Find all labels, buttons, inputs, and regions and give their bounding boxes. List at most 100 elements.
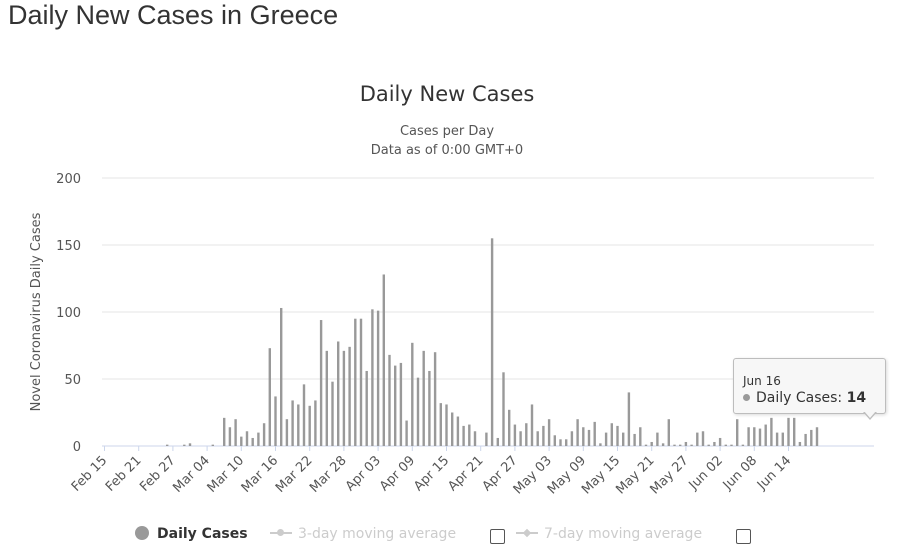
bar[interactable] — [730, 444, 733, 446]
bar[interactable] — [696, 432, 699, 446]
bar[interactable] — [793, 417, 796, 446]
bar[interactable] — [587, 429, 591, 446]
bar[interactable] — [610, 423, 613, 446]
bar[interactable] — [758, 428, 762, 446]
bar[interactable] — [268, 348, 271, 446]
bar[interactable] — [422, 350, 425, 446]
bar[interactable] — [542, 425, 545, 446]
bar[interactable] — [736, 419, 739, 446]
bar[interactable] — [804, 433, 807, 446]
bar[interactable] — [280, 307, 283, 446]
bar[interactable] — [394, 365, 397, 446]
bar[interactable] — [451, 412, 454, 447]
bar[interactable] — [274, 396, 277, 446]
bar[interactable] — [166, 444, 169, 446]
bar[interactable] — [331, 381, 334, 446]
bar[interactable] — [319, 320, 323, 446]
legend-item-3-day-average[interactable]: 3-day moving average — [270, 526, 456, 542]
bar[interactable] — [775, 432, 779, 446]
bar[interactable] — [559, 439, 562, 446]
bar[interactable] — [547, 419, 551, 446]
bar[interactable] — [399, 362, 403, 446]
bar[interactable] — [627, 392, 631, 446]
checkbox-3-day-average[interactable] — [490, 529, 505, 544]
bar[interactable] — [240, 436, 243, 446]
bar[interactable] — [667, 419, 670, 446]
bar[interactable] — [302, 384, 306, 446]
bar[interactable] — [810, 429, 813, 446]
bar[interactable] — [485, 432, 488, 446]
bar[interactable] — [525, 423, 528, 446]
bar[interactable] — [513, 424, 517, 446]
bar[interactable] — [576, 419, 579, 446]
checkbox-7-day-average[interactable] — [736, 529, 751, 544]
bar[interactable] — [228, 427, 232, 446]
bar[interactable] — [764, 424, 767, 446]
bar[interactable] — [604, 432, 608, 446]
bar[interactable] — [582, 427, 585, 446]
bar[interactable] — [365, 370, 368, 446]
bar[interactable] — [593, 421, 596, 446]
bar[interactable] — [724, 444, 727, 446]
bar[interactable] — [673, 444, 676, 446]
bar[interactable] — [473, 431, 477, 446]
legend-item-7-day-average[interactable]: 7-day moving average — [516, 526, 702, 542]
bar[interactable] — [798, 441, 802, 446]
bar[interactable] — [519, 431, 522, 446]
bar[interactable] — [359, 318, 363, 446]
bar[interactable] — [211, 444, 214, 446]
legend-item-daily-cases[interactable]: Daily Cases — [135, 526, 248, 542]
bar[interactable] — [257, 432, 260, 446]
bar[interactable] — [337, 341, 340, 446]
bar[interactable] — [314, 400, 317, 446]
bar[interactable] — [741, 444, 745, 446]
bar[interactable] — [633, 433, 636, 446]
bar[interactable] — [183, 444, 186, 446]
bar[interactable] — [530, 404, 534, 446]
bar[interactable] — [462, 425, 465, 446]
bar[interactable] — [445, 404, 448, 446]
bar[interactable] — [565, 439, 568, 446]
bar[interactable] — [747, 427, 750, 446]
bar[interactable] — [411, 342, 414, 446]
bar[interactable] — [245, 431, 249, 446]
bar[interactable] — [371, 309, 374, 446]
bar[interactable] — [325, 350, 328, 446]
bar[interactable] — [570, 431, 574, 446]
bar[interactable] — [388, 354, 391, 446]
bar[interactable] — [433, 352, 437, 446]
bar[interactable] — [468, 424, 471, 446]
bar[interactable] — [770, 417, 773, 446]
bar[interactable] — [661, 443, 665, 446]
bar[interactable] — [684, 441, 688, 446]
bar[interactable] — [815, 427, 819, 446]
bar[interactable] — [707, 444, 710, 446]
bar[interactable] — [354, 318, 357, 446]
bar[interactable] — [622, 432, 625, 446]
bar[interactable] — [348, 346, 351, 446]
bar[interactable] — [490, 238, 494, 446]
bar[interactable] — [428, 370, 431, 446]
bar[interactable] — [679, 444, 682, 446]
bar[interactable] — [439, 403, 442, 446]
bar[interactable] — [753, 427, 756, 446]
bar[interactable] — [536, 431, 539, 446]
bar[interactable] — [616, 425, 619, 446]
bar[interactable] — [502, 372, 505, 446]
bar[interactable] — [376, 310, 380, 446]
bar[interactable] — [416, 377, 420, 446]
bar[interactable] — [234, 419, 237, 446]
bar[interactable] — [553, 435, 556, 446]
bar[interactable] — [291, 400, 294, 446]
bar[interactable] — [405, 420, 408, 446]
bar[interactable] — [656, 432, 659, 446]
bar[interactable] — [639, 427, 642, 446]
bar[interactable] — [508, 409, 511, 446]
bar[interactable] — [308, 405, 311, 446]
bar[interactable] — [690, 444, 693, 446]
bar[interactable] — [188, 443, 192, 446]
bar[interactable] — [297, 404, 300, 446]
bar[interactable] — [781, 432, 784, 446]
bar[interactable] — [787, 417, 790, 446]
bar[interactable] — [496, 437, 499, 446]
